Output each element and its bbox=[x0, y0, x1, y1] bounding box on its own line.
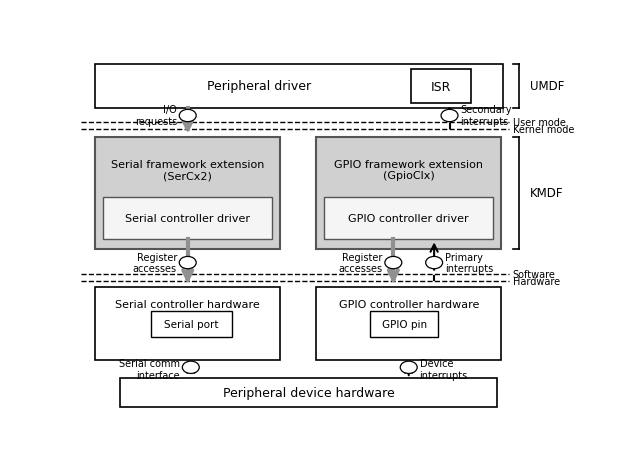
Bar bbox=[95, 288, 280, 361]
Text: KMDF: KMDF bbox=[530, 187, 563, 200]
Ellipse shape bbox=[180, 110, 196, 122]
Ellipse shape bbox=[441, 110, 458, 122]
Bar bbox=[370, 312, 438, 337]
Ellipse shape bbox=[385, 257, 402, 269]
Text: I/O
requests: I/O requests bbox=[135, 105, 177, 126]
Ellipse shape bbox=[182, 361, 199, 374]
Text: Software: Software bbox=[512, 269, 555, 280]
Text: Secondary
interrupts: Secondary interrupts bbox=[460, 105, 512, 126]
Text: Register
accesses: Register accesses bbox=[339, 252, 383, 274]
Bar bbox=[316, 288, 501, 361]
Bar bbox=[95, 65, 504, 109]
Text: Serial controller driver: Serial controller driver bbox=[125, 214, 250, 224]
Text: Serial port: Serial port bbox=[164, 319, 219, 329]
Text: GPIO controller driver: GPIO controller driver bbox=[348, 214, 469, 224]
Ellipse shape bbox=[426, 257, 443, 269]
Text: Device
interrupts: Device interrupts bbox=[419, 358, 468, 380]
Bar bbox=[120, 378, 497, 407]
Text: GPIO controller hardware: GPIO controller hardware bbox=[339, 300, 479, 309]
Text: Primary
interrupts: Primary interrupts bbox=[445, 252, 493, 274]
Text: Peripheral device hardware: Peripheral device hardware bbox=[223, 387, 394, 400]
Text: Serial comm
interface: Serial comm interface bbox=[119, 358, 180, 380]
Bar bbox=[324, 198, 493, 240]
Text: GPIO pin: GPIO pin bbox=[381, 319, 427, 329]
Bar bbox=[151, 312, 231, 337]
Ellipse shape bbox=[180, 257, 196, 269]
Text: Peripheral driver: Peripheral driver bbox=[206, 80, 311, 93]
Text: UMDF: UMDF bbox=[530, 80, 564, 93]
Text: Kernel mode: Kernel mode bbox=[512, 125, 574, 135]
Text: User mode: User mode bbox=[512, 118, 566, 128]
Text: GPIO framework extension
(GpioClx): GPIO framework extension (GpioClx) bbox=[334, 159, 483, 181]
Text: ISR: ISR bbox=[431, 81, 451, 94]
Bar bbox=[316, 138, 501, 249]
Text: Serial framework extension
(SerCx2): Serial framework extension (SerCx2) bbox=[111, 159, 265, 181]
Text: Hardware: Hardware bbox=[512, 276, 560, 287]
Text: Serial controller hardware: Serial controller hardware bbox=[116, 300, 260, 309]
Ellipse shape bbox=[400, 361, 417, 374]
Bar bbox=[103, 198, 272, 240]
Bar bbox=[95, 138, 280, 249]
Bar bbox=[411, 70, 471, 104]
Text: Register
accesses: Register accesses bbox=[133, 252, 177, 274]
